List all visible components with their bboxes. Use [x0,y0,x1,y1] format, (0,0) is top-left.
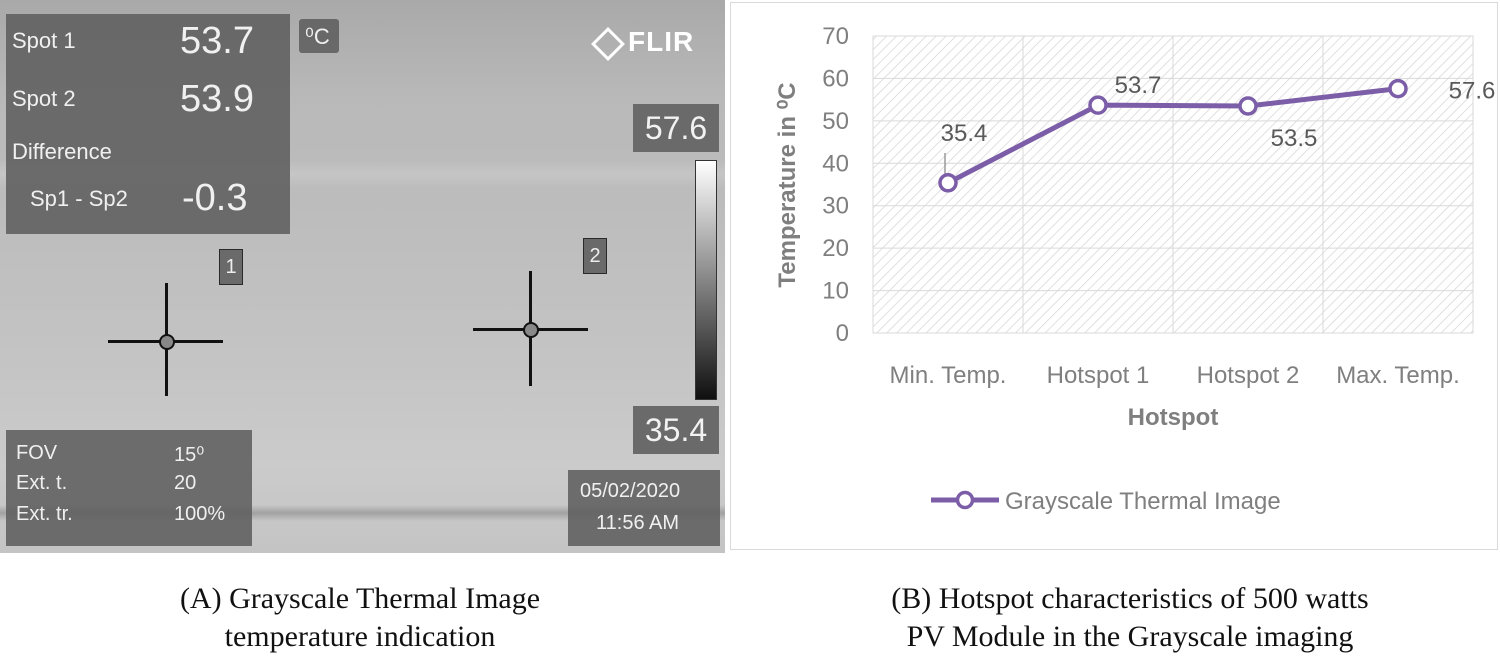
spot-readout-panel: Spot 1 53.7 Spot 2 53.9 Difference Sp1 -… [6,14,290,234]
caption-a: (A) Grayscale Thermal Image temperature … [80,580,640,656]
data-point [1388,78,1408,99]
ext-t-value: 20 [174,472,197,494]
data-label: 53.7 [1115,72,1162,99]
crosshair-1-center [159,334,175,350]
unit-badge: ⁰C [299,19,339,53]
y-tick-label: 10 [822,278,849,305]
data-label: 35.4 [941,120,988,147]
ext-tr-label: Ext. tr. [16,503,73,525]
legend-marker-icon [955,490,975,510]
ext-t-label: Ext. t. [16,472,68,494]
data-label: 53.5 [1271,125,1318,152]
flir-brand-text: FLIR [628,26,695,57]
camera-settings-panel: FOV 15⁰ Ext. t. 20 Ext. tr. 100% [6,430,252,546]
x-tick-label: Hotspot 2 [1197,362,1300,389]
y-tick-label: 50 [822,108,849,135]
spot2-label: Spot 2 [12,86,76,111]
data-label: 57.6 [1449,78,1496,105]
fov-value: 15⁰ [174,444,205,466]
x-axis-label: Hotspot [1128,404,1219,431]
legend-label: Grayscale Thermal Image [1005,488,1281,515]
y-tick-label: 40 [822,150,849,177]
diff-value: -0.3 [182,177,248,219]
spot-marker-1: 1 [219,249,243,285]
caption-b-line1: (B) Hotspot characteristics of 500 watts [891,582,1369,615]
unit-badge-text: ⁰C [305,24,330,49]
thermal-image: Spot 1 53.7 Spot 2 53.9 Difference Sp1 -… [0,0,725,553]
ext-tr-value: 100% [174,503,226,525]
chart-frame: 0 10 20 30 40 50 60 70 Min. Temp. Hotspot 1 Hotsp… [730,2,1498,550]
spot2-value: 53.9 [180,78,254,120]
caption-a-line2: temperature indication [224,620,496,653]
caption-a-line1: (A) Grayscale Thermal Image [179,582,541,615]
flir-diamond-icon [591,26,625,61]
x-tick-label: Hotspot 1 [1047,362,1150,389]
difference-label: Difference [12,139,112,164]
timestamp-panel: 05/02/2020 11:56 AM [568,470,720,546]
x-tick-label: Max. Temp. [1336,362,1460,389]
fov-label: FOV [16,442,58,464]
y-tick-label: 20 [822,235,849,262]
hotspot-line-chart: 0 10 20 30 40 50 60 70 Min. Temp. Hotspot 1 Hotsp… [774,23,1496,515]
spot1-value: 53.7 [180,20,254,62]
y-axis-label: Temperature in ⁰C [774,82,801,287]
legend: Grayscale Thermal Image [931,488,1281,515]
flir-logo: FLIR [591,26,695,61]
data-point [1238,96,1258,116]
diff-formula: Sp1 - Sp2 [30,186,128,211]
y-tick-label: 70 [822,23,849,50]
scale-max-value: 57.6 [633,104,719,152]
scale-min-value: 35.4 [633,406,719,454]
crosshair-2-center [523,322,539,338]
y-tick-label: 30 [822,193,849,220]
date-text: 05/02/2020 [580,480,681,502]
x-tick-label: Min. Temp. [890,362,1007,389]
series-line [946,86,1399,186]
y-tick-label: 60 [822,65,849,92]
data-point [1088,95,1108,115]
y-tick-label: 0 [836,320,849,347]
spot1-label: Spot 1 [12,28,76,53]
caption-b: (B) Hotspot characteristics of 500 watts… [800,580,1460,656]
caption-b-line2: PV Module in the Grayscale imaging [906,620,1354,653]
data-point [938,173,958,193]
spot-marker-2: 2 [583,238,607,274]
temperature-colorbar [695,160,717,400]
time-text: 11:56 AM [596,512,680,534]
